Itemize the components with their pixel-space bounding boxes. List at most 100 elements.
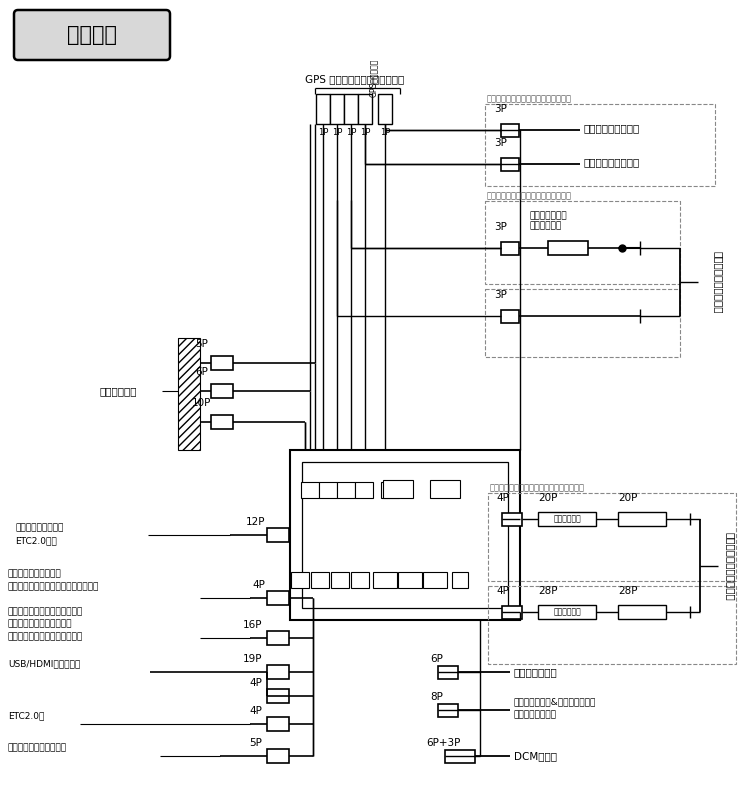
Text: USB/HDMI入力端子へ: USB/HDMI入力端子へ [8,659,80,669]
Bar [430,480,460,498]
Bar [267,717,289,731]
Text: ETC2.0へ: ETC2.0へ [8,711,44,721]
Bar [331,572,349,588]
Bar [488,586,736,664]
Text: 音声認識マイク&スイッチまたは: 音声認識マイク&スイッチまたは [514,698,596,706]
Text: 5P: 5P [249,738,262,748]
Text: 車種によりどちらかの選択になります: 車種によりどちらかの選択になります [487,94,572,103]
Bar [211,356,233,370]
Bar [445,749,475,762]
Text: 3P: 3P [494,138,507,148]
Text: 20P: 20P [618,493,638,503]
Bar [302,462,508,608]
Text: 1P: 1P [346,128,356,137]
Bar [267,631,289,645]
Bar [485,289,680,357]
Text: 車両ハーネス: 車両ハーネス [100,386,138,396]
Bar [501,124,519,137]
Text: 3P: 3P [494,290,507,300]
Bar [381,482,399,498]
Text: GPS 一体フロント４アンテナへ: GPS 一体フロント４アンテナへ [305,74,405,84]
Text: 車両通信接続ハーネスへ: 車両通信接続ハーネスへ [8,744,67,753]
Bar [330,94,344,124]
Text: 車種によりアンテナ形状が異なります: 車種によりアンテナ形状が異なります [487,191,572,200]
Bar [438,703,458,717]
Text: 舵角センサーへ: 舵角センサーへ [514,667,558,677]
Bar [501,157,519,170]
Text: 変換ケーブル: 変換ケーブル [530,221,562,230]
Bar [538,605,596,619]
Bar [355,482,373,498]
Text: DCM本体へ: DCM本体へ [514,751,557,761]
Bar [618,605,666,619]
Bar [373,572,397,588]
Bar [538,512,596,526]
Bar [358,94,372,124]
Text: 12P: 12P [245,517,265,527]
Text: 20P: 20P [538,493,557,503]
Text: 4P: 4P [249,706,262,716]
Bar [423,572,447,588]
Text: バックモニターまたは: バックモニターまたは [8,569,62,578]
Text: 後席ディスプレイへ: 後席ディスプレイへ [583,123,639,133]
Text: 1P: 1P [359,128,370,137]
Bar [267,749,289,763]
Bar [452,572,468,588]
Text: 車両ラジオアンテナへ: 車両ラジオアンテナへ [713,251,723,313]
Text: GPSコネクター: GPSコネクター [369,58,378,97]
Text: 3P: 3P [494,104,507,114]
Text: 5P: 5P [195,339,208,349]
Text: 後席ディスプレイや: 後席ディスプレイや [15,523,63,532]
Text: 4P: 4P [249,678,262,688]
Bar [378,94,392,124]
Text: ETC2.0等へ: ETC2.0等へ [15,536,56,545]
Text: 4P: 4P [496,493,509,503]
Bar [501,309,519,323]
Text: ステアリングスイッチへ: ステアリングスイッチへ [725,531,735,600]
Bar [319,482,337,498]
Text: 3P: 3P [494,222,507,232]
Bar [485,201,680,284]
Bar [311,572,329,588]
Text: 1P: 1P [332,128,342,137]
Text: 後席ディスプレイへ: 後席ディスプレイへ [583,157,639,167]
Text: 16P: 16P [242,620,262,630]
Text: 4P: 4P [496,586,509,596]
Bar [502,606,522,618]
FancyBboxPatch shape [14,10,170,60]
Bar [316,94,330,124]
Bar [337,482,355,498]
Bar [267,591,289,605]
Text: 28P: 28P [618,586,638,596]
Text: ブラインドコーナーモニター、: ブラインドコーナーモニター、 [8,607,83,616]
Bar [267,528,289,542]
Text: 4P: 4P [252,580,265,590]
Text: 1P: 1P [318,128,328,137]
Text: 6P: 6P [430,654,443,664]
Text: 変換ケーブル: 変換ケーブル [553,515,581,523]
Text: 19P: 19P [242,654,262,664]
Bar [290,450,520,620]
Bar [351,572,369,588]
Text: （別売スイッチケーブル使用）: （別売スイッチケーブル使用） [8,632,83,641]
Text: コーナービューモニターへ: コーナービューモニターへ [8,619,72,628]
Bar [291,572,309,588]
Bar [438,666,458,678]
Bar [211,415,233,429]
Bar [178,338,200,450]
Text: ラジオアンテナ: ラジオアンテナ [530,211,568,220]
Bar [548,241,588,255]
Bar [267,665,289,679]
Bar [485,104,715,186]
Text: 変換ケーブル: 変換ケーブル [553,607,581,617]
Bar [398,572,422,588]
Bar [267,689,289,703]
Text: 10P: 10P [192,398,211,408]
Text: 音声認識マイクへ: 音声認識マイクへ [514,710,557,720]
Text: マルチビューバックガイドモニターへ: マルチビューバックガイドモニターへ [8,582,99,591]
Text: 1P: 1P [380,128,390,137]
Text: 6P+3P: 6P+3P [426,738,460,748]
Bar [383,480,413,498]
Bar [488,493,736,581]
Text: 28P: 28P [538,586,557,596]
